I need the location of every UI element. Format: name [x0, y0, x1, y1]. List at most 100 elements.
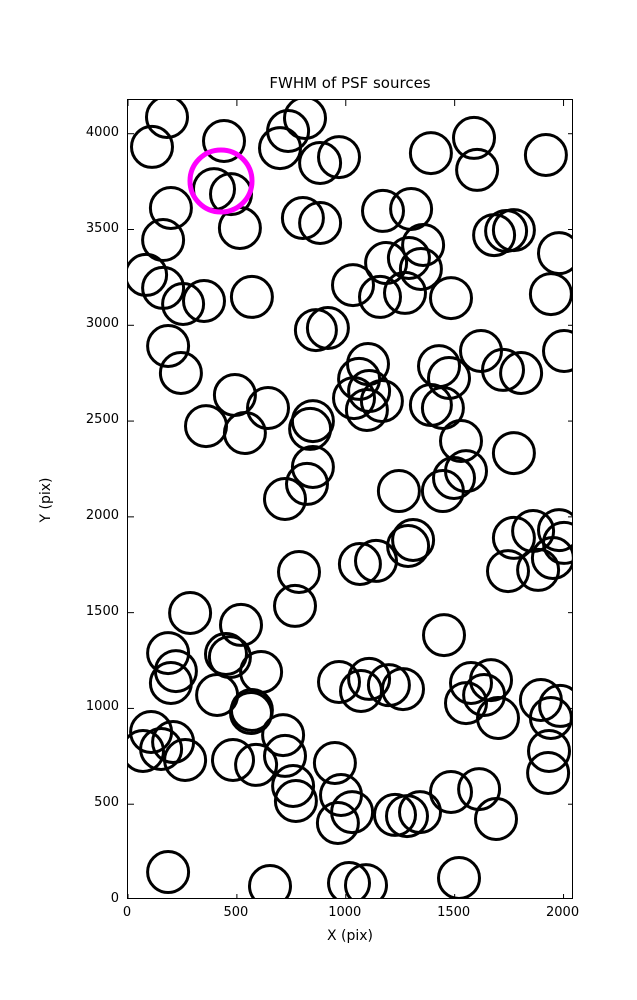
psf-source-marker — [339, 669, 383, 713]
psf-source-marker — [139, 727, 184, 771]
psf-source-marker — [491, 208, 536, 253]
psf-source-marker — [359, 379, 404, 423]
psf-source-marker — [271, 764, 316, 808]
psf-source-marker — [195, 673, 240, 717]
psf-source-marker — [261, 713, 306, 758]
psf-source-marker — [327, 861, 371, 898]
psf-source-marker — [331, 263, 375, 308]
psf-source-marker — [491, 515, 536, 560]
psf-source-marker — [344, 388, 389, 432]
psf-source-marker — [373, 792, 417, 837]
psf-source-marker — [337, 356, 382, 401]
x-axis-label: X (pix) — [326, 928, 374, 944]
psf-source-marker — [542, 329, 572, 373]
highlighted-psf-source-marker — [187, 147, 255, 215]
psf-source-marker — [305, 306, 350, 350]
psf-source-marker — [246, 386, 290, 430]
y-tick-label: 3000 — [85, 316, 119, 332]
psf-source-marker — [163, 738, 208, 782]
psf-source-marker — [229, 691, 273, 735]
y-tick-label: 3500 — [85, 220, 119, 236]
x-tick-label: 1500 — [437, 905, 471, 920]
psf-source-marker — [182, 279, 226, 323]
y-tick-label: 1500 — [85, 603, 119, 619]
psf-source-marker — [455, 147, 500, 192]
psf-source-marker — [222, 411, 267, 455]
psf-source-marker — [130, 124, 174, 169]
psf-source-marker — [145, 100, 189, 139]
psf-source-marker — [422, 613, 466, 658]
psf-source-marker — [285, 461, 329, 506]
psf-source-marker — [128, 252, 169, 297]
x-tick-label: 0 — [122, 905, 132, 920]
psf-source-marker — [312, 741, 357, 785]
psf-source-marker — [439, 419, 483, 463]
y-tick-label: 1000 — [85, 699, 119, 715]
psf-source-marker — [219, 602, 263, 647]
psf-source-marker — [417, 344, 461, 389]
psf-source-marker — [457, 767, 502, 812]
psf-source-marker — [462, 673, 507, 717]
psf-source-marker — [528, 272, 572, 317]
psf-source-marker — [204, 632, 248, 676]
psf-source-marker — [258, 126, 302, 171]
psf-source-marker — [527, 729, 571, 773]
psf-source-marker — [408, 131, 453, 176]
psf-source-marker — [158, 351, 203, 395]
psf-source-marker — [391, 518, 436, 562]
psf-source-marker — [168, 591, 213, 635]
psf-source-marker — [381, 667, 425, 712]
y-tick-label: 2500 — [85, 412, 119, 428]
psf-source-marker — [429, 276, 473, 321]
psf-source-marker — [486, 549, 530, 594]
psf-source-marker — [283, 100, 327, 140]
psf-source-marker — [202, 119, 246, 163]
psf-source-marker — [211, 738, 255, 782]
psf-source-marker — [263, 733, 307, 778]
psf-source-marker — [239, 650, 284, 694]
psf-source-marker — [386, 524, 431, 568]
y-tick-label: 500 — [94, 795, 119, 811]
psf-source-marker — [523, 133, 568, 177]
psf-source-marker — [491, 431, 536, 476]
psf-source-marker — [141, 218, 186, 262]
psf-source-marker — [537, 231, 572, 276]
psf-source-marker — [401, 223, 446, 267]
x-tick-label: 2000 — [546, 905, 580, 920]
psf-source-marker — [184, 404, 228, 449]
psf-source-marker — [332, 376, 376, 421]
y-tick-label: 4000 — [85, 124, 119, 140]
psf-source-marker — [273, 583, 317, 628]
psf-source-marker — [376, 469, 421, 513]
psf-source-marker — [427, 356, 471, 400]
psf-source-marker — [148, 661, 193, 705]
psf-source-marker — [474, 797, 518, 841]
psf-source-marker — [146, 631, 191, 676]
psf-source-marker — [248, 864, 292, 898]
psf-source-marker — [432, 456, 476, 500]
psf-source-marker — [344, 863, 388, 898]
psf-source-marker — [358, 274, 402, 319]
psf-source-marker — [263, 477, 307, 521]
psf-source-marker — [537, 508, 572, 553]
psf-source-marker — [386, 236, 431, 280]
psf-source-marker — [128, 729, 165, 773]
psf-source-marker — [354, 538, 398, 583]
x-tick-label: 1000 — [328, 905, 362, 920]
psf-source-marker — [398, 247, 443, 291]
psf-source-marker — [398, 790, 442, 835]
psf-source-marker — [229, 274, 274, 319]
psf-source-marker — [542, 520, 572, 565]
psf-source-marker — [408, 383, 453, 427]
scatter-plot-canvas — [128, 100, 572, 898]
psf-source-marker — [437, 856, 481, 898]
psf-source-marker — [330, 790, 375, 835]
psf-source-marker — [516, 547, 561, 592]
psf-source-marker — [499, 351, 544, 395]
psf-source-marker — [337, 542, 382, 586]
psf-source-marker — [148, 186, 193, 230]
psf-source-marker — [298, 141, 343, 185]
psf-source-marker — [290, 399, 335, 444]
y-tick-label: 0 — [110, 891, 119, 906]
